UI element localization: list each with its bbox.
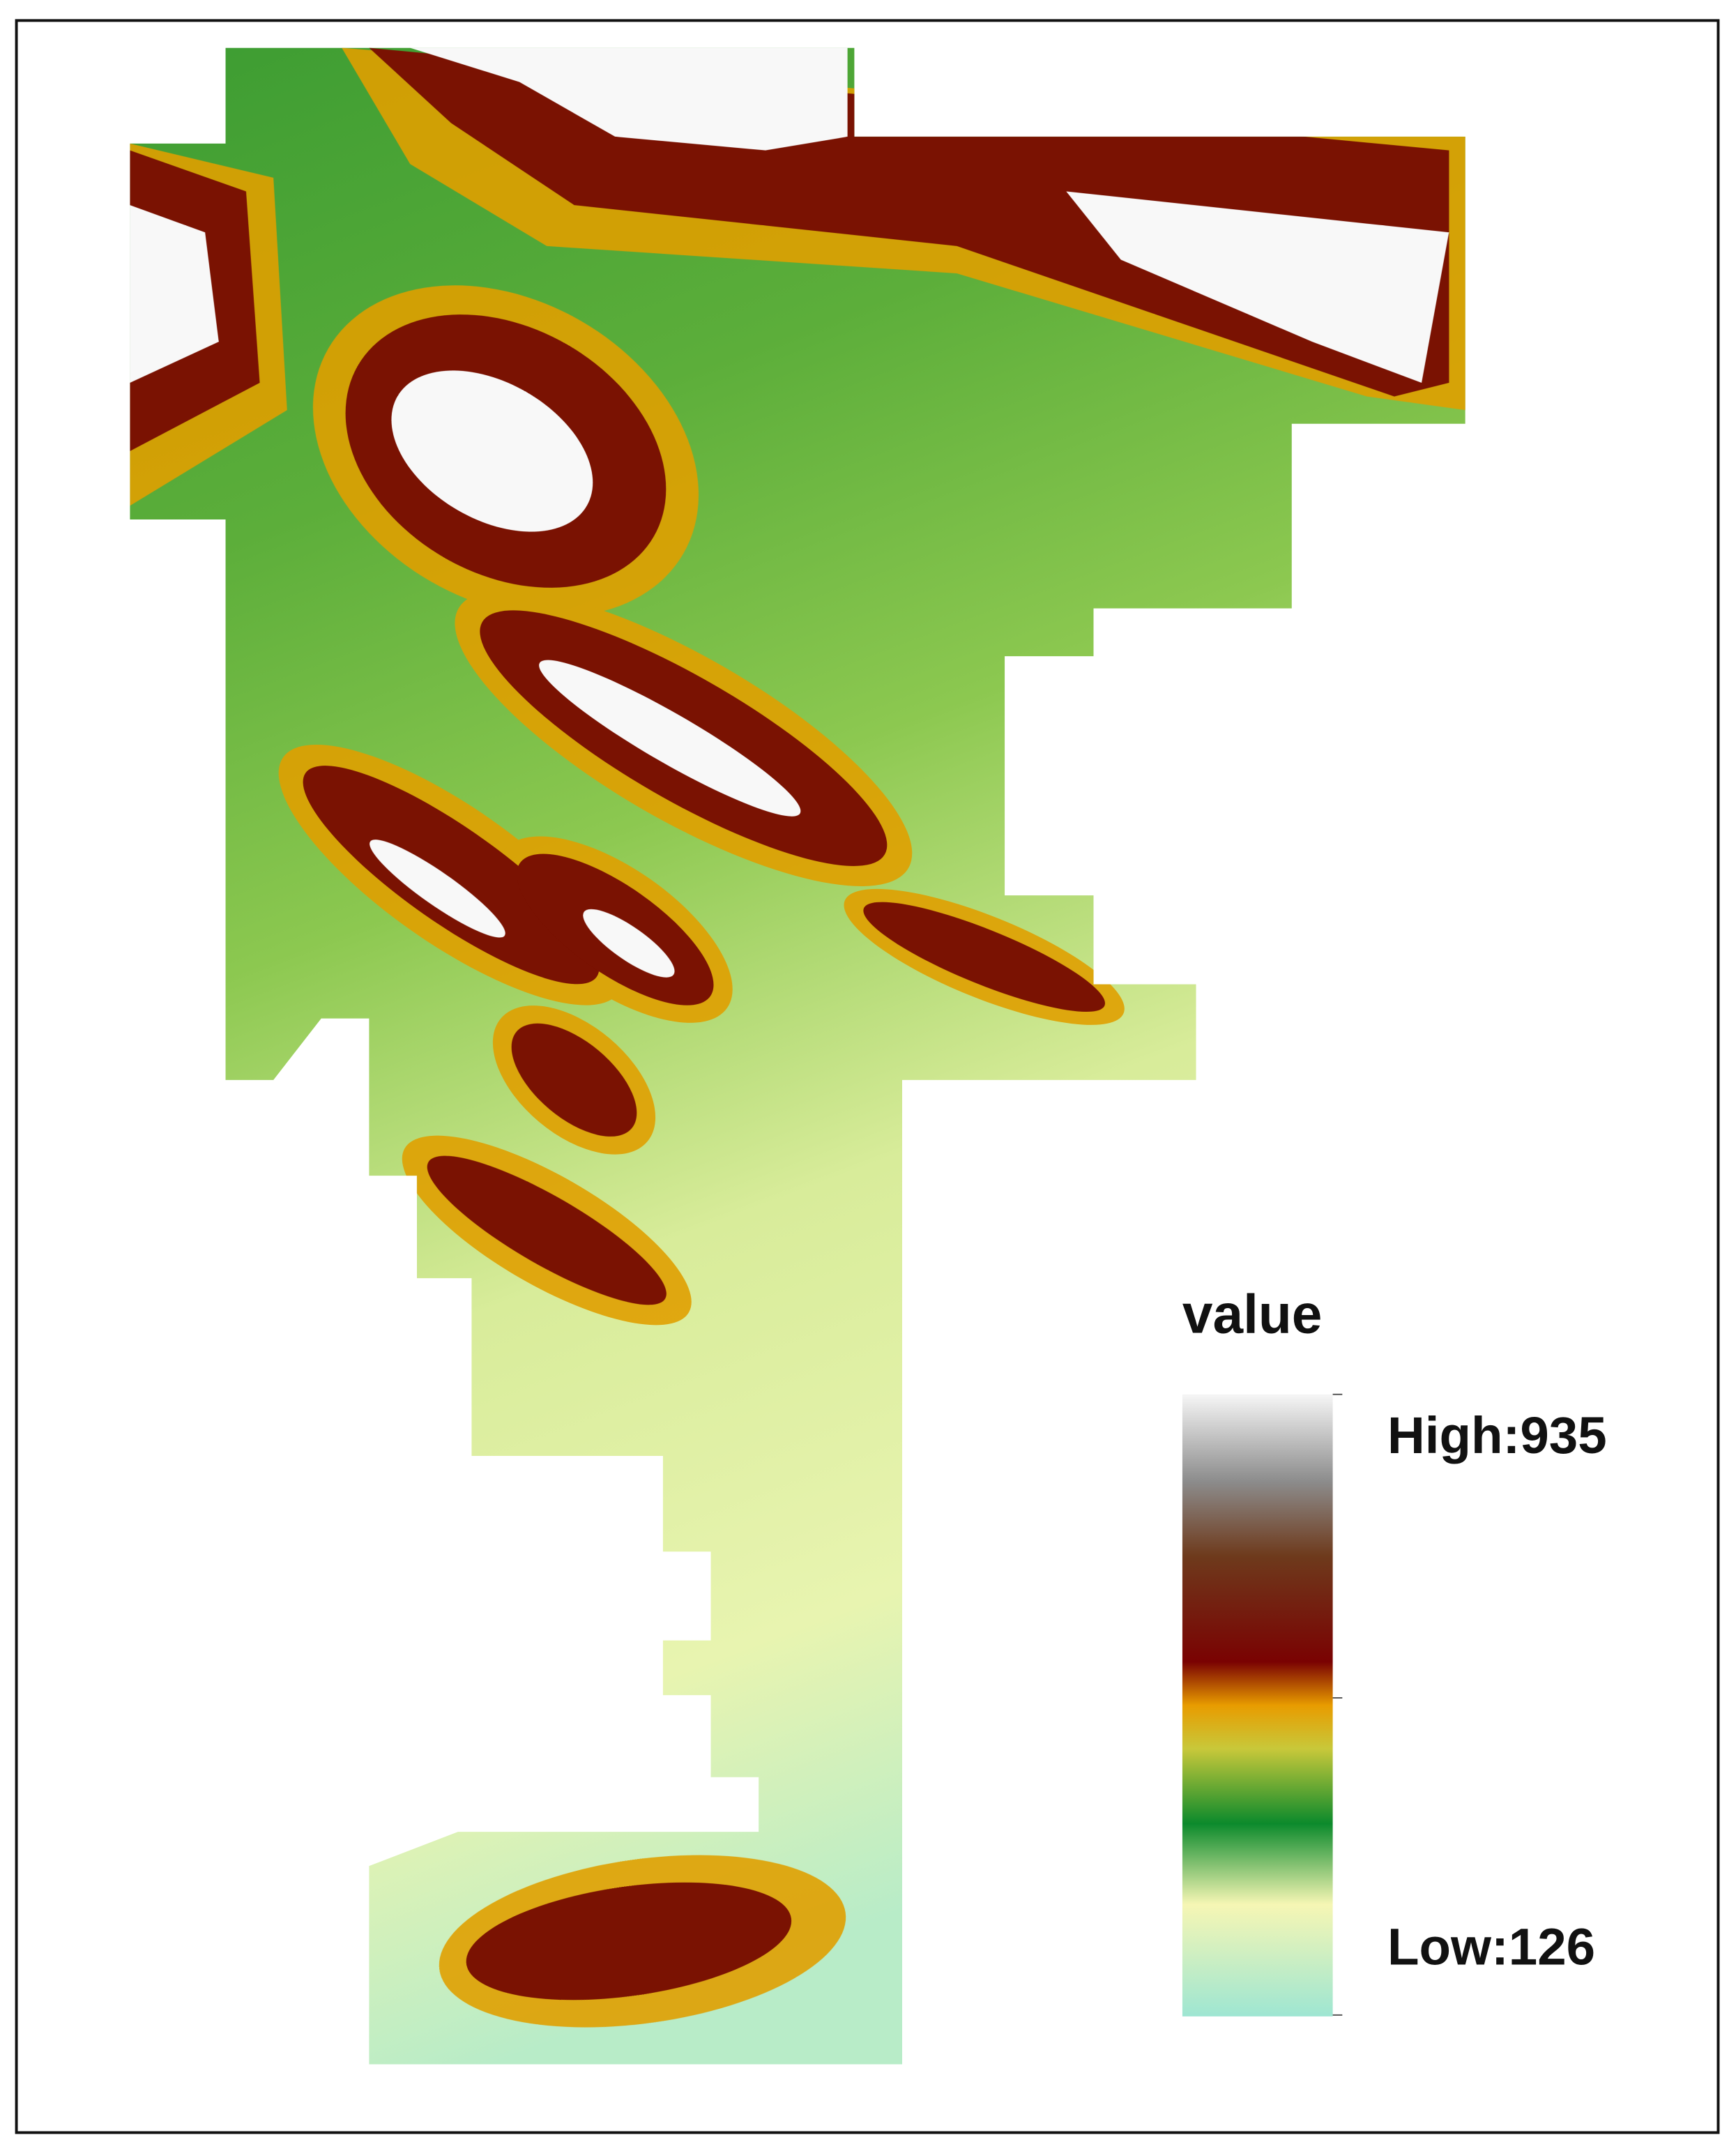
legend: value High:935 Low:126 <box>1182 1284 1607 2017</box>
legend-low-label: Low:126 <box>1387 1918 1595 1975</box>
legend-high-label: High:935 <box>1387 1406 1607 1464</box>
color-ramp <box>1182 1394 1333 2017</box>
legend-title: value <box>1182 1284 1323 1345</box>
